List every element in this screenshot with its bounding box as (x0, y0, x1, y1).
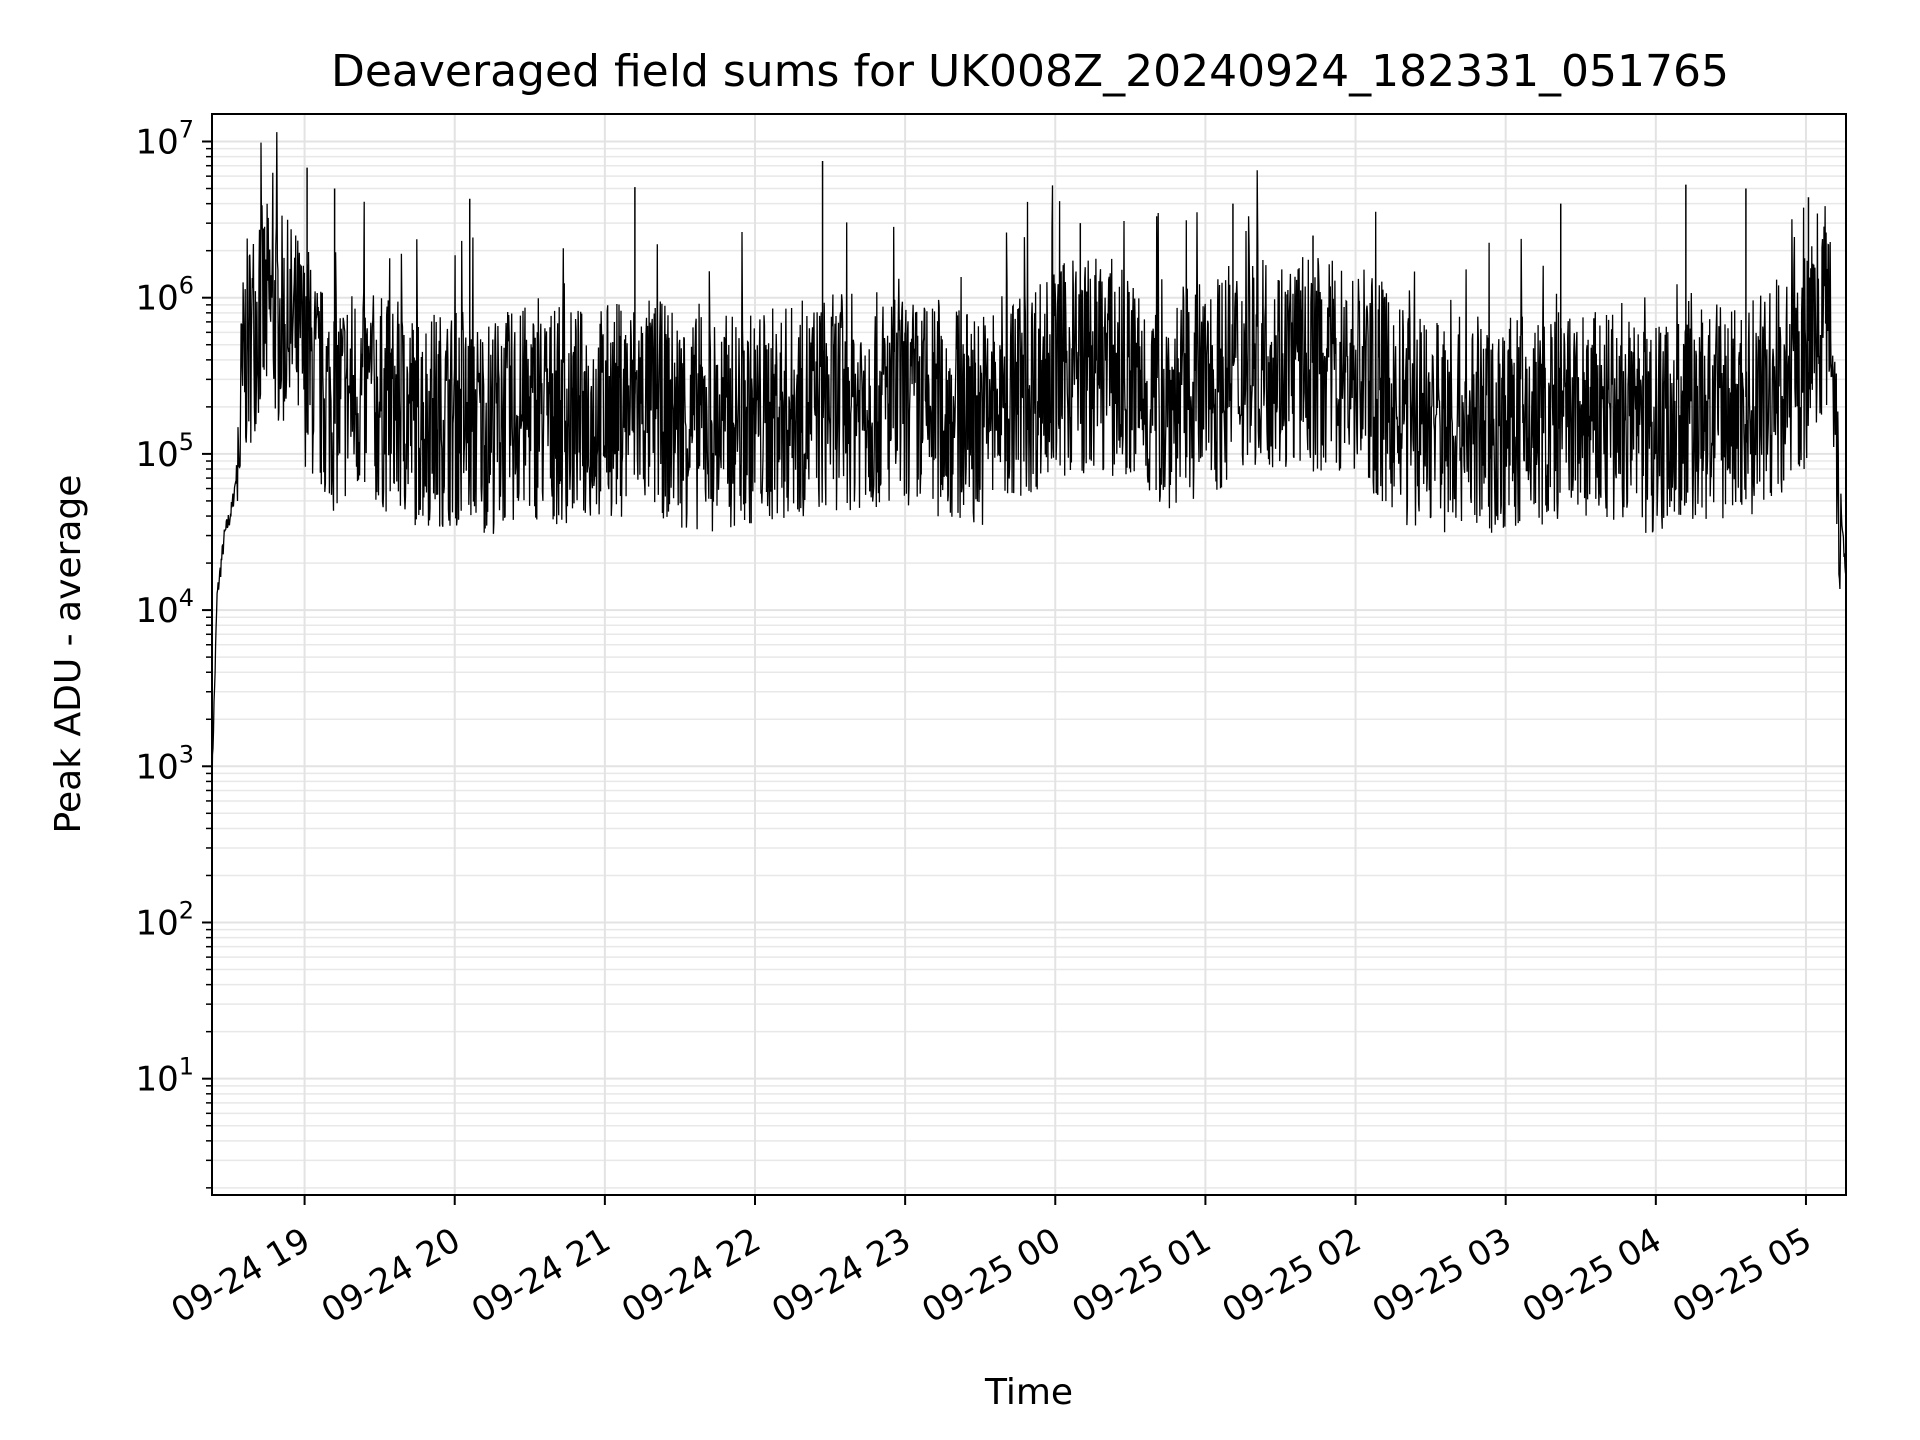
chart-title: Deaveraged field sums for UK008Z_2024092… (331, 46, 1729, 97)
y-tick-label: 103 (135, 740, 194, 787)
y-tick-label: 105 (135, 428, 194, 475)
y-tick-label: 106 (135, 272, 194, 319)
y-tick-label: 107 (135, 116, 194, 163)
data-series (211, 132, 1847, 793)
x-axis-label: Time (984, 1372, 1073, 1413)
plot-frame (211, 113, 1847, 1196)
y-axis-label: Peak ADU - average (48, 475, 89, 834)
y-tick-label: 104 (135, 584, 194, 631)
series-line (211, 132, 1847, 793)
y-tick-label: 101 (135, 1053, 194, 1100)
y-tick-label: 102 (135, 896, 194, 943)
